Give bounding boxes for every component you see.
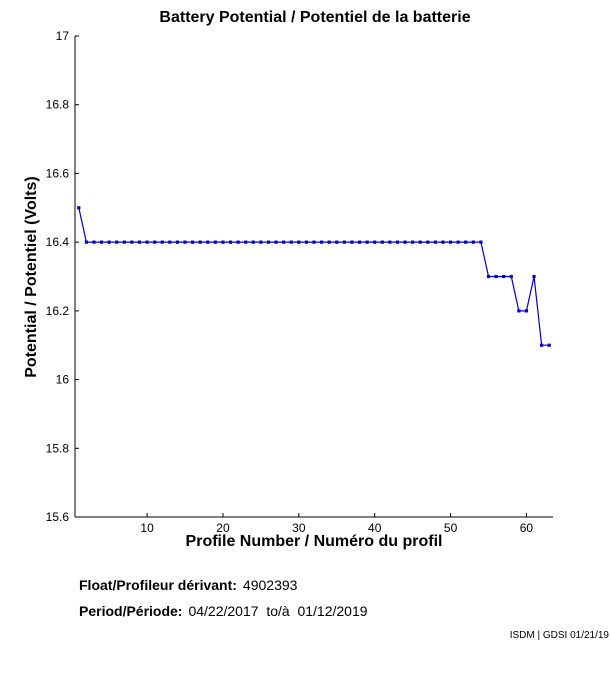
- x-tick-label: 40: [368, 521, 382, 535]
- data-point: [335, 240, 339, 244]
- data-point: [289, 240, 293, 244]
- y-tick-label: 16.6: [46, 166, 70, 180]
- data-point: [524, 309, 529, 313]
- data-point: [388, 240, 392, 244]
- data-point: [266, 240, 271, 244]
- period-value: 04/22/2017 to/à 01/12/2019: [188, 603, 368, 619]
- data-point: [380, 240, 384, 244]
- data-point: [418, 240, 422, 244]
- data-point: [244, 240, 248, 244]
- x-tick-label: 30: [292, 521, 306, 535]
- data-point: [115, 240, 119, 244]
- chart-title: Battery Potential / Potentiel de la batt…: [159, 9, 471, 26]
- data-point: [77, 206, 81, 210]
- y-tick-label: 16.4: [46, 235, 70, 249]
- y-tick-label: 17: [56, 29, 70, 43]
- data-point: [251, 240, 255, 244]
- y-tick-label: 16: [56, 373, 70, 387]
- period-label: Period/Période:: [79, 603, 183, 619]
- data-point: [540, 343, 544, 347]
- x-tick-label: 20: [216, 521, 230, 535]
- data-point: [153, 240, 157, 244]
- data-point: [145, 240, 149, 244]
- data-point: [282, 240, 286, 244]
- data-point: [160, 240, 164, 244]
- data-point: [509, 274, 513, 279]
- data-point: [319, 240, 324, 244]
- data-point: [502, 274, 506, 279]
- data-point: [198, 240, 202, 244]
- credit-text: ISDM | GDSI 01/21/19: [509, 630, 609, 641]
- data-point: [228, 240, 233, 244]
- data-point: [441, 240, 445, 244]
- data-point: [479, 240, 483, 244]
- y-tick-label: 15.8: [46, 441, 70, 455]
- data-point: [456, 240, 460, 244]
- data-point: [99, 240, 104, 244]
- data-point: [342, 240, 346, 244]
- data-point: [130, 240, 134, 244]
- period-info: Period/Période: 04/22/2017 to/à 01/12/201…: [79, 603, 368, 619]
- data-point: [494, 274, 498, 279]
- data-point: [471, 240, 475, 244]
- y-tick-label: 16.8: [46, 98, 70, 112]
- y-tick-label: 16.2: [46, 304, 70, 318]
- data-point: [403, 240, 407, 244]
- data-point: [433, 240, 437, 244]
- data-point: [297, 240, 301, 244]
- data-point: [274, 240, 278, 244]
- series-line: [78, 207, 550, 346]
- x-axis-label: Profile Number / Numéro du profil: [185, 533, 443, 550]
- data-point: [517, 309, 521, 313]
- x-tick-label: 10: [140, 521, 154, 535]
- data-point: [221, 240, 225, 244]
- data-point: [426, 240, 430, 244]
- data-point: [373, 240, 377, 244]
- x-tick-label: 60: [520, 521, 534, 535]
- data-point: [350, 240, 354, 244]
- data-point: [365, 240, 369, 244]
- data-point: [304, 240, 309, 244]
- data-point: [532, 274, 536, 279]
- y-axis-label: Potential / Potentiel (Volts): [23, 176, 40, 378]
- y-tick-label: 15.6: [46, 510, 70, 524]
- x-tick-label: 50: [444, 521, 458, 535]
- data-point: [84, 240, 88, 244]
- data-point: [168, 240, 172, 244]
- data-point: [411, 240, 415, 244]
- data-point: [395, 240, 400, 244]
- data-point: [122, 240, 126, 244]
- data-point: [213, 240, 217, 244]
- data-point: [137, 240, 142, 244]
- data-point: [206, 240, 210, 244]
- data-point: [92, 240, 96, 244]
- data-point: [448, 240, 453, 244]
- float-label: Float/Profileur dérivant:: [79, 577, 237, 593]
- data-point: [236, 240, 240, 244]
- data-point: [312, 240, 316, 244]
- float-info: Float/Profileur dérivant: 4902393: [79, 577, 297, 593]
- data-point: [107, 240, 111, 244]
- data-point: [464, 240, 468, 244]
- data-point: [357, 240, 362, 244]
- data-point: [191, 240, 195, 244]
- data-point: [327, 240, 331, 244]
- data-point: [259, 240, 263, 244]
- float-value: 4902393: [242, 577, 298, 593]
- data-point: [175, 240, 180, 244]
- data-point: [547, 343, 551, 347]
- data-point: [183, 240, 187, 244]
- data-point: [486, 274, 491, 279]
